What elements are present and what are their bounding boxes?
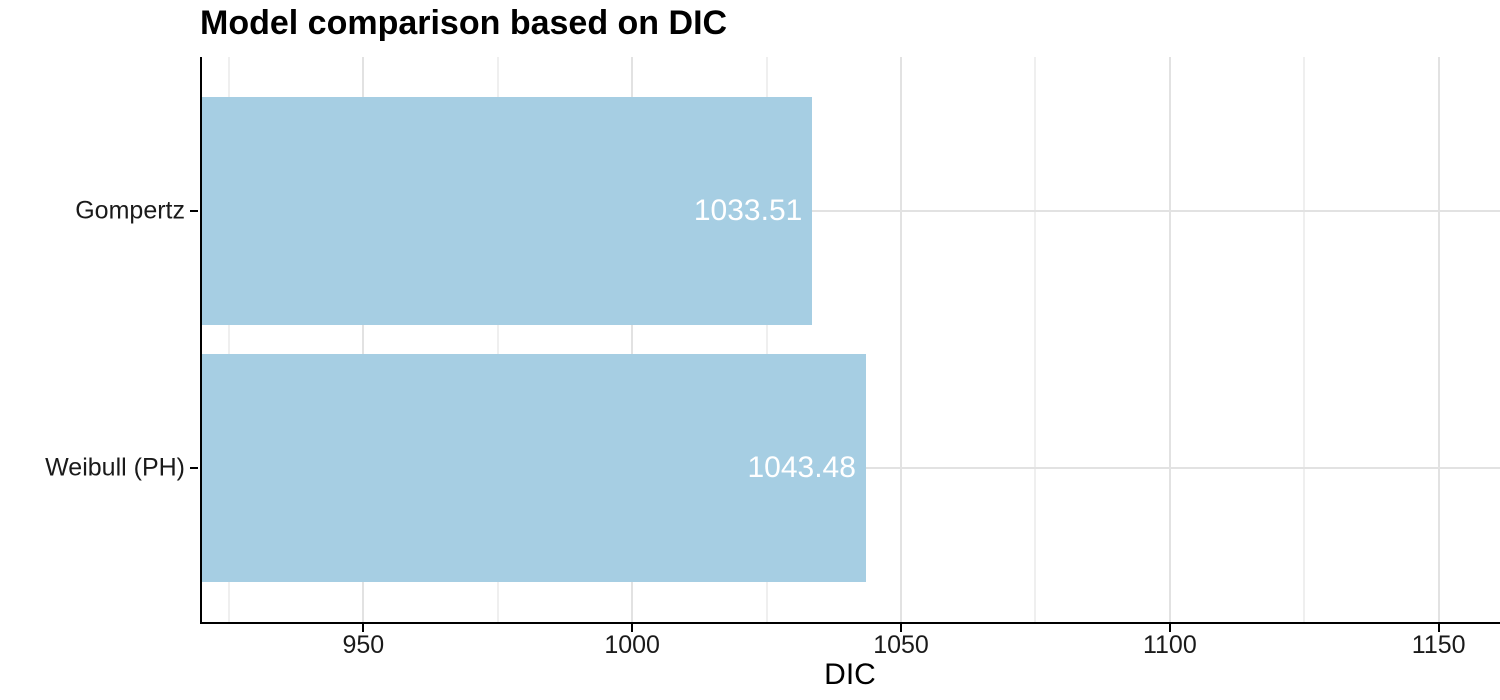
bar-gompertz: 1033.51 xyxy=(202,96,813,326)
gridline-x-major xyxy=(900,57,902,622)
y-tick-label: Gompertz xyxy=(75,196,185,225)
chart-title: Model comparison based on DIC xyxy=(200,4,728,42)
bar-weibull-ph: 1043.48 xyxy=(202,353,866,583)
gridline-x-minor xyxy=(1303,57,1306,622)
y-tick-mark xyxy=(190,466,198,469)
bar-value-label: 1043.48 xyxy=(747,450,856,484)
gridline-x-major xyxy=(631,57,634,622)
plot-panel: 1033.51 1043.48 xyxy=(200,57,1500,624)
x-tick-label: 1150 xyxy=(1411,631,1466,659)
x-tick-mark xyxy=(631,624,634,632)
x-axis-title: DIC xyxy=(824,658,876,691)
x-tick-label: 1100 xyxy=(1142,631,1197,659)
gridline-x-major xyxy=(1437,57,1440,622)
gridline-x-minor xyxy=(765,57,768,622)
x-tick-mark xyxy=(1437,624,1440,632)
y-tick-mark xyxy=(190,210,198,213)
gridline-x-minor xyxy=(227,57,230,622)
bar-value-label: 1033.51 xyxy=(693,194,803,228)
gridline-x-major xyxy=(362,57,365,622)
gridline-x-minor xyxy=(1034,57,1037,622)
gridline-x-major xyxy=(1168,57,1171,622)
gridline-x-minor xyxy=(496,57,499,622)
x-tick-label: 1050 xyxy=(873,631,929,659)
x-tick-label: 1000 xyxy=(604,631,660,659)
x-tick-mark xyxy=(362,624,365,632)
y-tick-label: Weibull (PH) xyxy=(45,453,185,482)
gridline-y-major xyxy=(202,210,1500,213)
x-tick-mark xyxy=(1168,624,1171,632)
x-tick-mark xyxy=(900,624,902,632)
x-tick-label: 950 xyxy=(342,631,385,659)
